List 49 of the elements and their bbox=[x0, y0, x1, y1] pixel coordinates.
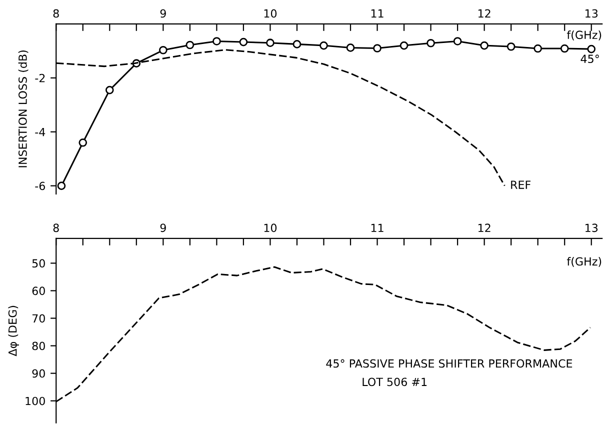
y-tick-label: 60 bbox=[32, 286, 45, 296]
x-tick-label: 8 bbox=[53, 9, 59, 18]
x-tick-label: 11 bbox=[371, 224, 384, 232]
x-tick-label: 9 bbox=[160, 224, 166, 232]
annotation: 45° PASSIVE PHASE SHIFTER PERFORMANCE bbox=[326, 359, 572, 368]
y-tick-label: 70 bbox=[32, 314, 45, 323]
x-tick-label: 12 bbox=[478, 224, 490, 232]
point bbox=[506, 42, 516, 51]
point bbox=[239, 38, 248, 46]
x-tick-label: 9 bbox=[160, 9, 166, 18]
point bbox=[560, 44, 569, 53]
point bbox=[320, 41, 328, 50]
series-label: REF bbox=[511, 180, 530, 189]
y-tick-label: 90 bbox=[32, 369, 45, 378]
y-tick-label: -6 bbox=[35, 182, 46, 190]
y-axis-title: INSERTION LOSS (dB) bbox=[18, 50, 28, 168]
y-axis-title: Δφ (DEG) bbox=[8, 306, 19, 356]
series-label: 45° bbox=[580, 54, 599, 64]
point bbox=[186, 40, 194, 50]
point bbox=[587, 44, 596, 54]
y-tick-label: 80 bbox=[32, 342, 45, 350]
point bbox=[78, 138, 88, 147]
x-axis-title: f(GHz) bbox=[566, 257, 602, 267]
y-tick-label: -4 bbox=[35, 128, 46, 136]
point bbox=[480, 41, 488, 50]
x-tick-label: 13 bbox=[586, 224, 598, 232]
point bbox=[453, 37, 462, 46]
point bbox=[159, 46, 168, 54]
x-tick-label: 8 bbox=[53, 224, 59, 232]
point bbox=[212, 37, 221, 46]
point bbox=[346, 44, 355, 52]
point bbox=[534, 44, 542, 53]
x-tick-label: 13 bbox=[586, 9, 598, 18]
annotation: LOT 506 #1 bbox=[362, 378, 427, 386]
point bbox=[266, 38, 274, 48]
x-tick-label: 10 bbox=[264, 224, 277, 232]
y-tick-label: 50 bbox=[32, 259, 45, 268]
y-tick-label: -2 bbox=[35, 74, 45, 82]
point bbox=[426, 38, 435, 48]
x-tick-label: 10 bbox=[264, 9, 277, 18]
x-tick-label: 12 bbox=[478, 9, 490, 18]
x-tick-label: 11 bbox=[371, 9, 384, 18]
point bbox=[57, 182, 66, 190]
y-tick-label: 100 bbox=[26, 396, 45, 406]
point bbox=[400, 41, 408, 50]
x-axis-title: f(GHz) bbox=[566, 30, 602, 40]
point bbox=[373, 44, 382, 52]
point bbox=[105, 86, 114, 94]
point bbox=[292, 40, 302, 48]
